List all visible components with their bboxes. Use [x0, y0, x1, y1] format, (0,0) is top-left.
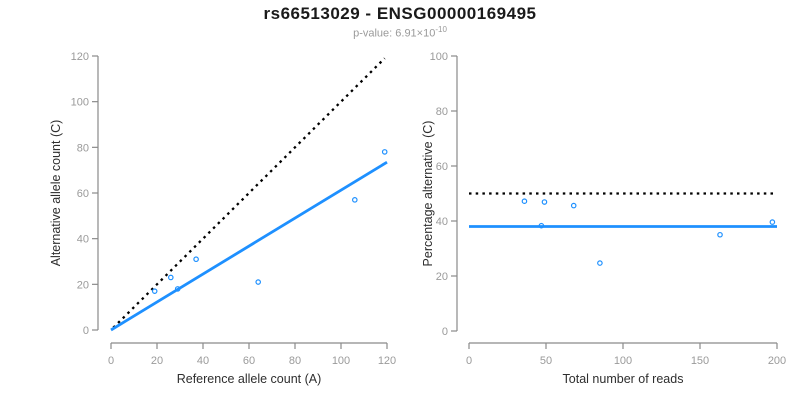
data-point	[538, 222, 545, 229]
left-x-axis-title: Reference allele count (A)	[177, 372, 322, 386]
data-point	[255, 279, 262, 285]
x-tick-label: 100	[332, 355, 350, 367]
y-tick-label: 20	[436, 271, 448, 283]
right-y-axis-title: Percentage alternative (C)	[421, 121, 435, 267]
data-point	[174, 286, 181, 292]
data-point	[769, 219, 776, 225]
x-tick-label: 80	[289, 355, 301, 367]
y-tick-label: 80	[436, 106, 448, 118]
x-tick-label: 200	[768, 355, 786, 367]
subtitle-exponent: -10	[435, 25, 447, 34]
x-tick-label: 0	[108, 355, 114, 367]
data-point	[541, 199, 548, 205]
right-x-axis-title: Total number of reads	[563, 372, 684, 386]
x-tick-label: 40	[197, 355, 209, 367]
y-tick-label: 20	[77, 279, 89, 291]
data-point	[351, 197, 358, 203]
x-tick-label: 100	[614, 355, 632, 367]
y-tick-label: 60	[77, 188, 89, 200]
y-tick-label: 40	[436, 216, 448, 228]
subtitle-text: p-value: 6.91×10	[353, 27, 436, 40]
data-point	[521, 198, 528, 205]
data-point	[168, 274, 174, 281]
data-point	[151, 288, 158, 294]
data-point	[381, 149, 388, 155]
left-y-axis-title: Alternative allele count (C)	[49, 120, 63, 267]
y-tick-label: 40	[77, 234, 89, 246]
x-tick-label: 20	[151, 355, 163, 367]
right-scatter-plot: 0 20 40 60 80 100 0 50 100 150 200 Total number of …	[421, 51, 786, 386]
data-point	[717, 231, 723, 238]
x-tick-label: 0	[466, 355, 472, 367]
identity-dotted-line	[112, 57, 386, 329]
plot-title: rs66513029 - ENSG00000169495	[263, 4, 537, 23]
x-tick-label: 120	[378, 355, 396, 367]
x-tick-label: 50	[540, 355, 552, 367]
y-tick-label: 60	[436, 161, 448, 173]
y-tick-label: 80	[77, 142, 89, 154]
y-tick-label: 100	[71, 97, 89, 109]
fit-line	[110, 160, 388, 332]
y-tick-label: 0	[83, 325, 89, 337]
left-scatter-plot: 0 20 40 60 80 100 120 0 20 40 60 80 100 120 Reference …	[49, 51, 396, 386]
plot-subtitle: p-value: 6.91×10-10	[0, 25, 800, 40]
y-tick-label: 100	[430, 51, 448, 63]
data-point	[597, 260, 603, 266]
x-tick-label: 60	[243, 355, 255, 367]
y-tick-label: 120	[71, 51, 89, 63]
data-point	[193, 256, 199, 263]
y-tick-label: 0	[442, 326, 448, 338]
data-point	[570, 202, 577, 209]
x-tick-label: 150	[691, 355, 709, 367]
